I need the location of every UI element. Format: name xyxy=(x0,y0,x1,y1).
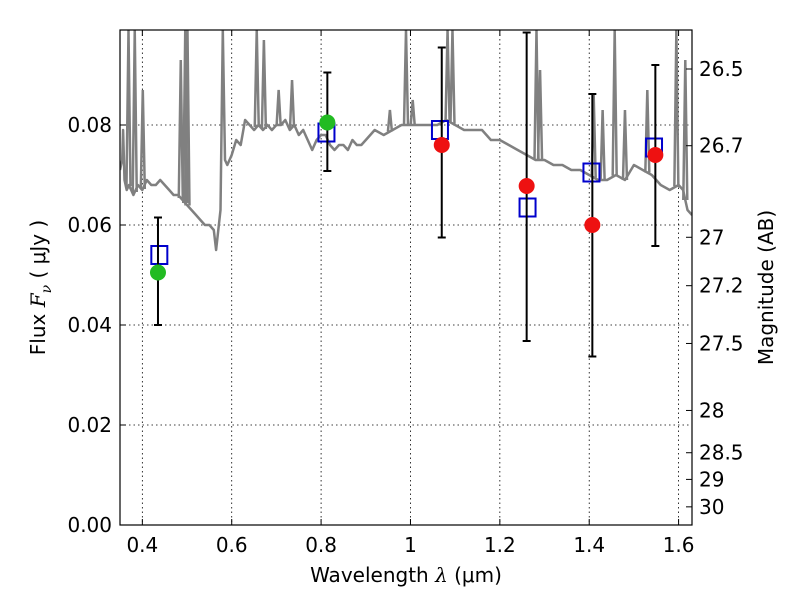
emission-spike xyxy=(611,30,618,176)
emission-spike xyxy=(644,89,651,173)
plot-frame xyxy=(119,29,693,526)
observed-point xyxy=(149,264,166,281)
emission-spike xyxy=(275,89,282,126)
y-tick-label: 0.04 xyxy=(67,313,112,337)
observed-point xyxy=(319,114,336,131)
observed-point xyxy=(584,217,601,233)
emission-spike xyxy=(536,69,544,161)
emission-spike xyxy=(599,109,606,181)
x-tick-label: 0.4 xyxy=(126,533,158,557)
right-axis-label: Magnitude (AB) xyxy=(754,210,778,365)
x-tick-label: 0.6 xyxy=(216,533,248,557)
emission-spike xyxy=(125,30,132,187)
y-tick-label: 0.00 xyxy=(67,513,112,537)
model-point xyxy=(150,245,169,265)
observed-point xyxy=(518,178,535,194)
x-axis-label-pre: Wavelength xyxy=(310,563,435,587)
y-tick-label: 0.08 xyxy=(67,113,112,137)
emission-spike xyxy=(449,30,456,124)
emission-spike xyxy=(673,30,680,187)
y-axis-label: Flux Fν ( μJy ) xyxy=(26,220,55,355)
emission-spike xyxy=(177,59,185,199)
emission-spike xyxy=(444,30,451,121)
x-tick-label: 1.2 xyxy=(484,533,516,557)
observed-point xyxy=(647,147,664,163)
right-tick-label: 28.5 xyxy=(699,441,744,465)
emission-spike xyxy=(409,99,416,126)
right-tick-label: 27.2 xyxy=(699,274,744,298)
emission-spike xyxy=(131,30,138,193)
x-tick-label: 1 xyxy=(404,533,417,557)
spectrum-line xyxy=(120,30,692,252)
observed-points-series xyxy=(149,31,664,358)
y-axis-label-subscript: ν xyxy=(39,284,55,293)
x-axis-label-unit: (μm) xyxy=(448,563,502,587)
right-tick-label: 26.5 xyxy=(699,57,744,81)
y-tick-label: 0.02 xyxy=(67,413,112,437)
emission-spike xyxy=(682,59,689,201)
y-axis-label-symbol: F xyxy=(26,292,50,308)
right-tick-label: 26.7 xyxy=(699,134,744,158)
right-tick-label: 27 xyxy=(699,225,724,249)
grid-lines xyxy=(120,30,692,525)
emission-spike xyxy=(288,79,296,128)
emission-spike xyxy=(260,39,268,130)
right-tick-label: 29 xyxy=(699,467,724,491)
x-axis-label: Wavelength λ (μm) xyxy=(310,563,502,587)
emission-spike xyxy=(253,30,260,128)
x-axis-label-symbol: λ xyxy=(434,563,448,587)
observed-point xyxy=(433,137,450,153)
y-axis-label-pre: Flux xyxy=(26,307,50,355)
emission-spike xyxy=(402,30,410,126)
emission-spike xyxy=(139,89,147,190)
x-tick-label: 0.8 xyxy=(305,533,337,557)
right-tick-label: 28 xyxy=(699,398,724,422)
right-tick-label: 30 xyxy=(699,495,724,519)
emission-spike xyxy=(184,30,191,206)
y-axis-label-unit: ( μJy ) xyxy=(26,220,50,285)
spectrum-series xyxy=(120,30,692,252)
right-tick-label: 27.5 xyxy=(699,331,744,355)
model-points-series xyxy=(150,120,664,265)
y-tick-label: 0.06 xyxy=(67,213,112,237)
emission-spike xyxy=(621,109,629,181)
emission-spike xyxy=(386,109,394,132)
x-tick-label: 1.6 xyxy=(663,533,695,557)
x-tick-label: 1.4 xyxy=(573,533,605,557)
axis-ticks: 0.4 0.6 0.8 1 1.2 1.4 1.6 0.00 0.02 0.04 0.06 0.08 2… xyxy=(67,30,744,557)
